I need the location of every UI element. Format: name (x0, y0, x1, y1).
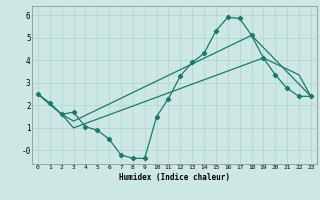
X-axis label: Humidex (Indice chaleur): Humidex (Indice chaleur) (119, 173, 230, 182)
